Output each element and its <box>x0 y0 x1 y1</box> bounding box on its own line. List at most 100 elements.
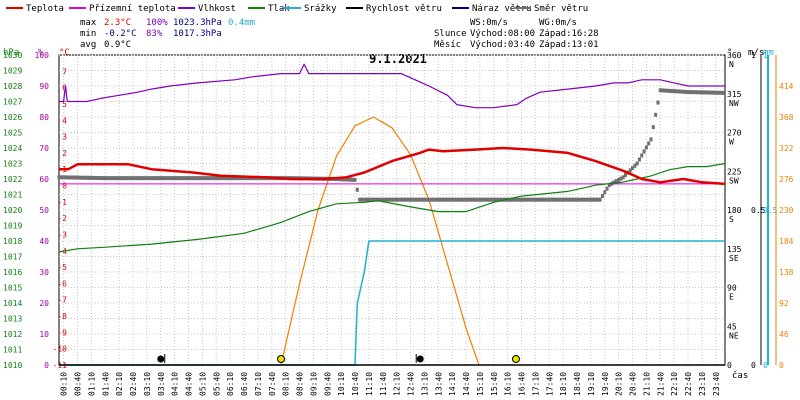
x-tick-label: 21:40 <box>656 372 665 396</box>
wind-direction-point <box>480 197 484 202</box>
wind-direction-point <box>621 175 625 180</box>
wind-direction-point <box>635 161 639 166</box>
wind-direction-point <box>487 197 491 202</box>
wind-direction-point <box>362 197 366 202</box>
wind-direction-point <box>159 176 163 181</box>
wind-direction-point <box>695 90 699 95</box>
legend-item-1: Teplota <box>6 4 64 14</box>
wind-direction-point <box>78 175 82 180</box>
wind-direction-point <box>365 197 369 202</box>
hpa-tick-label: 1020 <box>3 206 22 215</box>
wind-direction-point <box>240 176 244 181</box>
wind-direction-point <box>348 177 352 182</box>
legend-item-7: Náraz větru <box>452 4 532 14</box>
percent-tick-label: 70 <box>39 144 49 153</box>
wind-direction-point <box>87 175 91 180</box>
wind-direction-point <box>587 197 591 202</box>
moon-label: Měsíc <box>434 40 461 50</box>
wind-direction-point <box>709 90 713 95</box>
legend-label: Náraz větru <box>472 4 532 14</box>
wind-direction-point <box>464 197 468 202</box>
x-tick-label: 17:40 <box>545 372 554 396</box>
wind-direction-point <box>508 197 512 202</box>
wind-direction-point <box>714 90 718 95</box>
grid <box>58 54 726 366</box>
wind-direction-point <box>485 197 489 202</box>
legend-item-2: Přízemní teplota <box>69 4 176 14</box>
percent-tick-label: 80 <box>39 113 49 122</box>
percent-unit: % <box>38 48 44 58</box>
wind-speed-info: WS:0m/s <box>470 18 508 28</box>
hpa-tick-label: 1028 <box>3 82 22 91</box>
wind-direction-point <box>156 176 160 181</box>
wind-direction-point <box>619 176 623 181</box>
wind-direction-point <box>59 175 63 180</box>
x-tick-label: 19:10 <box>587 372 596 396</box>
direction-compass-label: SE <box>729 254 739 263</box>
wind-direction-point <box>388 197 392 202</box>
wind-direction-point <box>415 197 419 202</box>
wind-direction-point <box>538 197 542 202</box>
x-tick-label: 03:10 <box>143 372 152 396</box>
celsius-tick-label: -3 <box>57 230 67 239</box>
wind-direction-point <box>600 194 604 199</box>
percent-tick-label: 50 <box>39 206 49 215</box>
wind-direction-point <box>383 197 387 202</box>
celsius-tick-label: -10 <box>53 345 68 354</box>
wind-direction-point <box>536 197 540 202</box>
temperature-line <box>59 146 726 186</box>
celsius-tick-label: 7 <box>62 67 67 76</box>
x-tick-label: 11:40 <box>379 372 388 396</box>
wind-direction-point <box>360 197 364 202</box>
wind-direction-point <box>372 197 375 202</box>
stat-min-press: 1017.3hPa <box>173 29 222 39</box>
direction-compass-label: N <box>729 60 734 69</box>
wind-direction-point <box>684 89 688 94</box>
legend-item-8: Směr větru <box>514 4 588 14</box>
wind-direction-point <box>129 176 133 181</box>
legend-label: Tlak <box>268 4 290 14</box>
wind-direction-point <box>494 197 498 202</box>
wind-direction-point <box>219 176 223 181</box>
direction-tick-label: 135 <box>727 245 742 254</box>
wind-direction-point <box>679 89 683 94</box>
celsius-tick-label: -5 <box>57 263 67 272</box>
percent-tick-label: 10 <box>39 330 49 339</box>
wind-direction-point <box>122 176 126 181</box>
wind-direction-point <box>133 176 137 181</box>
wind-direction-point <box>381 197 385 202</box>
wind-direction-point <box>651 125 655 130</box>
stat-min-temp: -0.2°C <box>104 29 137 39</box>
wind-direction-point <box>224 176 227 181</box>
legend: Teplota Přízemní teplota Vlhkost Tlak Srážky… <box>6 4 588 14</box>
direction-tick-label: 45 <box>727 322 737 331</box>
stat-avg-temp: 0.9°C <box>104 40 131 50</box>
sun-tick-label: 276 <box>779 175 794 184</box>
x-tick-label: 12:10 <box>393 372 402 396</box>
wind-direction-point <box>702 90 706 95</box>
x-unit-label: čas <box>732 370 748 381</box>
wind-direction-point <box>633 163 637 168</box>
celsius-tick-label: -6 <box>57 279 67 288</box>
wind-direction-point <box>233 176 237 181</box>
wind-direction-point <box>193 176 197 181</box>
x-tick-label: 13:10 <box>420 372 429 396</box>
wind-direction-point <box>154 176 158 181</box>
wind-direction-point <box>189 176 193 181</box>
x-tick-label: 06:10 <box>226 372 235 396</box>
x-tick-label: 09:40 <box>323 372 332 396</box>
wind-direction-point <box>668 88 671 93</box>
wind-direction-point <box>106 176 110 181</box>
legend-label: Přízemní teplota <box>89 4 176 14</box>
wind-direction-point <box>413 197 417 202</box>
direction-compass-label: W <box>729 138 734 147</box>
wind-direction-point <box>96 176 100 181</box>
x-tick-label: 02:40 <box>129 372 138 396</box>
wind-direction-point <box>390 197 394 202</box>
legend-item-5: Srážky <box>284 4 337 14</box>
wind-direction-point <box>230 176 234 181</box>
wind-direction-point <box>339 177 343 182</box>
wind-direction-point <box>182 176 186 181</box>
sun-tick-label: 46 <box>779 330 789 339</box>
ms-tick-label: 0.5 <box>751 206 766 215</box>
